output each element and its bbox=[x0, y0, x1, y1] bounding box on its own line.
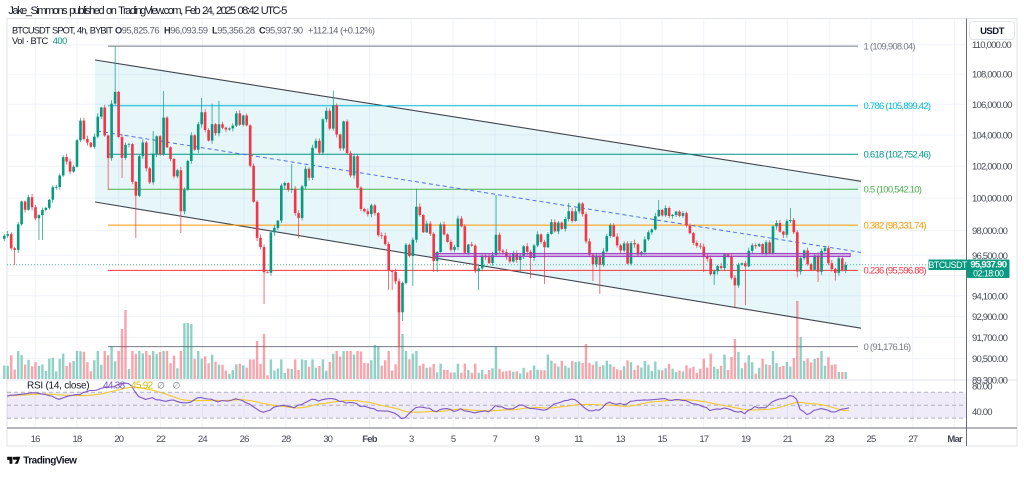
svg-text:02:18:00: 02:18:00 bbox=[973, 268, 1004, 278]
svg-text:+112.14 (+0.12%): +112.14 (+0.12%) bbox=[308, 25, 375, 35]
svg-text:28: 28 bbox=[281, 434, 290, 445]
svg-text:5: 5 bbox=[451, 434, 456, 445]
svg-text:17: 17 bbox=[699, 434, 708, 445]
svg-text:9: 9 bbox=[534, 434, 539, 445]
svg-text:40.00: 40.00 bbox=[972, 407, 992, 418]
svg-text:BTCUSDT SPOT, 4h, BYBIT: BTCUSDT SPOT, 4h, BYBIT bbox=[12, 25, 113, 35]
svg-text:15: 15 bbox=[658, 434, 667, 445]
svg-text:∅: ∅ bbox=[173, 380, 181, 390]
svg-text:44.38: 44.38 bbox=[103, 381, 126, 392]
svg-text:45.92: 45.92 bbox=[131, 381, 154, 392]
svg-text:80.00: 80.00 bbox=[972, 381, 992, 392]
svg-text:13: 13 bbox=[616, 434, 625, 445]
svg-text:0.786 (105,899.42): 0.786 (105,899.42) bbox=[864, 101, 931, 112]
svg-text:C95,937.90: C95,937.90 bbox=[259, 25, 303, 35]
svg-text:96,500.00: 96,500.00 bbox=[972, 251, 1008, 262]
svg-text:∅: ∅ bbox=[157, 380, 165, 390]
svg-text:102,000.00: 102,000.00 bbox=[972, 162, 1012, 173]
svg-text:7: 7 bbox=[493, 434, 498, 445]
svg-text:24: 24 bbox=[198, 434, 207, 445]
svg-text:Vol · BTC: Vol · BTC bbox=[12, 36, 48, 46]
svg-text:H96,093.59: H96,093.59 bbox=[164, 25, 208, 35]
svg-text:108,000.00: 108,000.00 bbox=[972, 70, 1012, 81]
svg-text:91,700.00: 91,700.00 bbox=[972, 333, 1008, 344]
svg-text:0.5 (100,542.10): 0.5 (100,542.10) bbox=[864, 185, 922, 196]
svg-text:23: 23 bbox=[825, 434, 834, 445]
svg-text:110,000.00: 110,000.00 bbox=[972, 40, 1011, 51]
svg-text:19: 19 bbox=[741, 434, 750, 445]
svg-text:1 (109,908.04): 1 (109,908.04) bbox=[864, 41, 916, 52]
svg-text:0.236 (95,596.88): 0.236 (95,596.88) bbox=[864, 266, 927, 277]
svg-text:22: 22 bbox=[156, 434, 165, 445]
svg-text:Mar: Mar bbox=[947, 434, 963, 445]
svg-text:400: 400 bbox=[53, 36, 67, 46]
svg-text:30: 30 bbox=[323, 434, 332, 445]
svg-text:100,000.00: 100,000.00 bbox=[972, 194, 1012, 205]
svg-text:RSI (14, close): RSI (14, close) bbox=[27, 381, 89, 392]
svg-text:TradingView: TradingView bbox=[23, 455, 77, 466]
svg-text:18: 18 bbox=[73, 434, 82, 445]
svg-text:11: 11 bbox=[574, 434, 583, 445]
svg-text:Feb: Feb bbox=[362, 434, 377, 445]
svg-text:92,900.00: 92,900.00 bbox=[972, 312, 1008, 323]
svg-text:26: 26 bbox=[240, 434, 249, 445]
svg-text:Jake_Simmons published on Trad: Jake_Simmons published on TradingView.co… bbox=[8, 5, 287, 17]
svg-text:21: 21 bbox=[783, 434, 792, 445]
svg-text:0.618 (102,752.46): 0.618 (102,752.46) bbox=[864, 150, 931, 161]
svg-text:95,937.90: 95,937.90 bbox=[970, 260, 1006, 271]
svg-text:BTCUSDT: BTCUSDT bbox=[929, 260, 968, 270]
svg-text:L95,356.28: L95,356.28 bbox=[212, 25, 255, 35]
svg-text:0 (91,176.16): 0 (91,176.16) bbox=[864, 342, 911, 353]
svg-text:104,000.00: 104,000.00 bbox=[972, 130, 1012, 141]
svg-text:3: 3 bbox=[409, 434, 414, 445]
svg-text:106,000.00: 106,000.00 bbox=[972, 100, 1012, 111]
svg-text:98,000.00: 98,000.00 bbox=[972, 226, 1008, 237]
svg-text:90,500.00: 90,500.00 bbox=[972, 354, 1008, 365]
svg-text:25: 25 bbox=[867, 434, 876, 445]
svg-text:27: 27 bbox=[908, 434, 917, 445]
svg-text:USDT: USDT bbox=[980, 26, 1005, 37]
svg-text:89,300.00: 89,300.00 bbox=[972, 376, 1008, 387]
svg-text:20: 20 bbox=[114, 434, 123, 445]
svg-text:16: 16 bbox=[31, 434, 40, 445]
svg-text:94,100.00: 94,100.00 bbox=[972, 291, 1008, 302]
svg-text:O95,825.76: O95,825.76 bbox=[115, 25, 159, 35]
svg-text:0.382 (98,331.74): 0.382 (98,331.74) bbox=[864, 220, 927, 231]
